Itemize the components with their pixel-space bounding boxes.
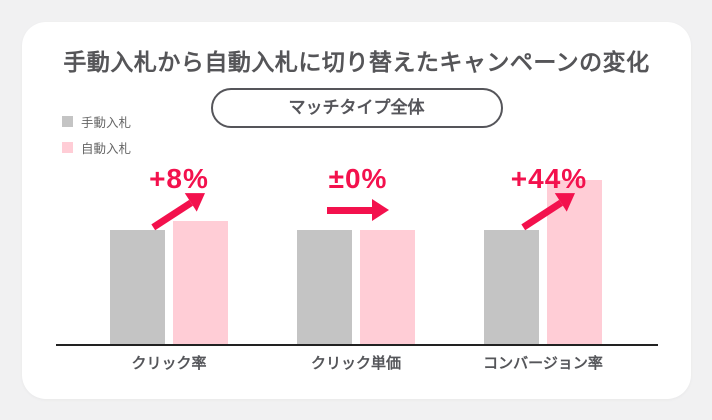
category-label: クリック率 bbox=[131, 355, 207, 372]
legend-label-manual: 手動入札 bbox=[81, 116, 132, 130]
legend-item-auto: 自動入札 bbox=[62, 138, 131, 157]
legend-swatch-manual bbox=[62, 116, 73, 127]
bar-chart: クリック率 +8% クリック単価 ±0% コンバージョン率 +44% bbox=[22, 22, 691, 399]
category-label: コンバージョン率 bbox=[483, 355, 603, 372]
auto-bid-bar bbox=[173, 221, 228, 344]
chart-title: 手動入札から自動入札に切り替えたキャンペーンの変化 bbox=[63, 49, 650, 75]
manual-bid-bar bbox=[484, 230, 539, 344]
legend: 手動入札 自動入札 bbox=[62, 112, 131, 164]
change-percent-label: +8% bbox=[149, 163, 209, 194]
chart-card: 手動入札から自動入札に切り替えたキャンペーンの変化 マッチタイプ全体 手動入札 … bbox=[22, 22, 691, 399]
change-percent-label: ±0% bbox=[328, 163, 388, 194]
category-label: クリック単価 bbox=[310, 355, 401, 372]
auto-bid-bar bbox=[360, 230, 415, 344]
legend-swatch-auto bbox=[62, 142, 73, 153]
match-type-badge: マッチタイプ全体 bbox=[210, 88, 503, 128]
change-percent-label: +44% bbox=[510, 163, 588, 194]
legend-label-auto: 自動入札 bbox=[81, 142, 132, 156]
manual-bid-bar bbox=[297, 230, 352, 344]
x-axis-baseline bbox=[56, 344, 658, 346]
manual-bid-bar bbox=[110, 230, 165, 344]
flat-arrow-icon bbox=[327, 199, 389, 221]
legend-item-manual: 手動入札 bbox=[62, 112, 131, 131]
